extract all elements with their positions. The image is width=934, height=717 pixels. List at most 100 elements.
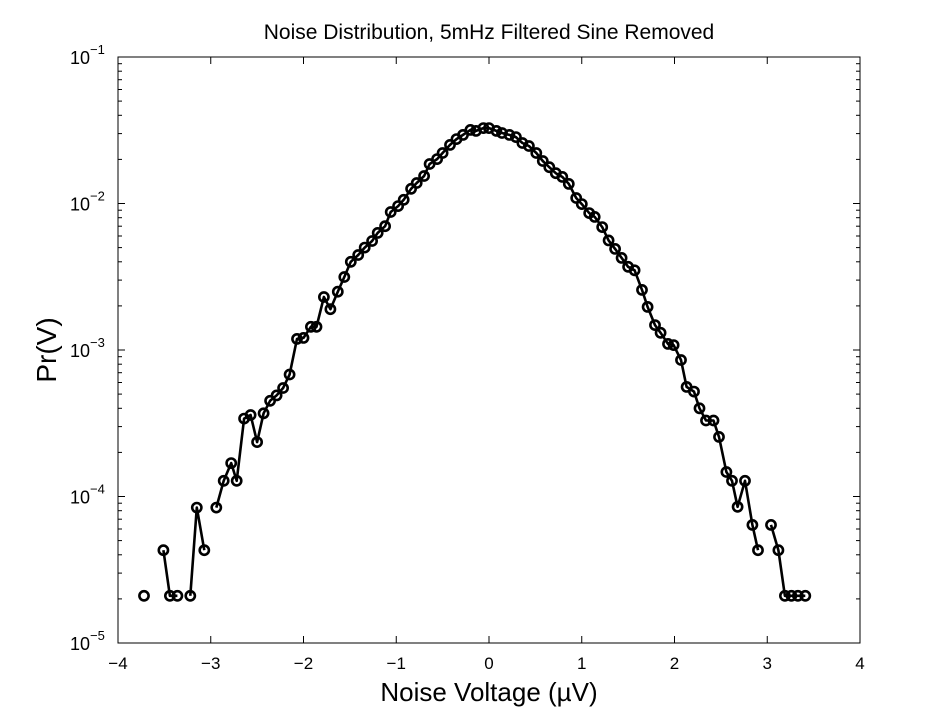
- data-point-marker: [338, 271, 351, 283]
- y-tick-labels: 10−110−210−310−410−5: [70, 42, 105, 654]
- data-point-marker: [609, 242, 621, 255]
- data-point-marker: [230, 474, 243, 487]
- data-point-marker: [662, 337, 674, 350]
- data-point-marker: [596, 221, 609, 233]
- data-point-marker: [772, 544, 785, 557]
- data-point-marker: [270, 389, 283, 402]
- data-point-marker: [397, 193, 410, 206]
- data-point-marker: [628, 264, 641, 277]
- data-point-marker: [257, 407, 270, 420]
- data-point-marker: [410, 177, 423, 189]
- data-point-marker: [225, 457, 238, 469]
- data-point-marker: [575, 198, 588, 210]
- data-point-marker: [291, 332, 303, 345]
- y-tick-label-exponent: −4: [90, 482, 105, 497]
- data-point-marker: [688, 385, 700, 398]
- data-point-marker: [184, 589, 197, 602]
- y-tick-label-base: 10: [70, 634, 90, 654]
- data-point-marker: [490, 124, 503, 137]
- x-tick-label: 1: [577, 654, 586, 673]
- data-point-marker: [190, 501, 203, 514]
- data-point-marker: [739, 474, 751, 487]
- data-point-marker: [636, 283, 648, 296]
- data-point-marker: [602, 234, 615, 247]
- data-point-marker: [331, 285, 344, 298]
- data-point-marker: [358, 241, 371, 254]
- data-point-marker: [700, 414, 712, 427]
- data-point-marker: [523, 140, 535, 152]
- y-axis-label: Pr(V): [31, 317, 62, 382]
- data-point-marker: [304, 320, 317, 333]
- data-point-marker: [379, 220, 391, 233]
- data-point-marker: [157, 544, 170, 557]
- data-point-marker: [731, 500, 744, 513]
- data-point-marker: [251, 436, 263, 448]
- y-tick-label-exponent: −1: [90, 42, 105, 57]
- data-point-marker: [277, 382, 289, 394]
- plot-area: [117, 56, 861, 644]
- data-point-marker: [675, 354, 687, 366]
- data-point-marker: [352, 249, 365, 261]
- data-point-marker: [536, 155, 549, 167]
- data-point-marker: [283, 368, 296, 381]
- data-point-marker: [210, 501, 223, 514]
- data-point-marker: [436, 147, 449, 159]
- data-point-marker: [297, 331, 310, 344]
- data-point-marker: [510, 131, 522, 143]
- data-point-marker: [444, 138, 456, 151]
- data-point-marker: [752, 544, 764, 557]
- data-point-marker: [667, 339, 680, 351]
- data-point-marker: [503, 128, 516, 141]
- x-tick-label: 0: [484, 654, 493, 673]
- data-point-marker: [384, 206, 397, 218]
- x-tick-label: −1: [387, 654, 406, 673]
- y-tick-label-base: 10: [70, 488, 90, 508]
- data-point-marker: [799, 589, 812, 602]
- y-tick-label-exponent: −5: [90, 628, 105, 643]
- x-tick-label: −2: [294, 654, 313, 673]
- x-tick-label: 4: [855, 654, 864, 673]
- data-markers: [138, 122, 812, 602]
- data-point-marker: [310, 320, 323, 333]
- data-point-marker: [171, 589, 184, 602]
- data-point-marker: [713, 430, 725, 443]
- data-point-marker: [779, 589, 791, 602]
- x-tick-label: 2: [670, 654, 679, 673]
- data-point-marker: [366, 235, 378, 247]
- data-point-marker: [641, 300, 654, 313]
- data-point-marker: [217, 474, 230, 487]
- data-point-marker: [556, 170, 569, 183]
- data-point-marker: [562, 177, 575, 190]
- data-point-marker: [615, 251, 628, 264]
- axis-ticks: [117, 56, 861, 644]
- data-point-marker: [496, 127, 508, 139]
- y-tick-label-base: 10: [70, 48, 90, 68]
- x-tick-label: −3: [201, 654, 220, 673]
- data-point-marker: [324, 303, 337, 316]
- data-point-marker: [344, 255, 357, 268]
- data-point-marker: [654, 326, 667, 339]
- y-tick-label-base: 10: [70, 341, 90, 361]
- data-point-marker: [693, 402, 706, 415]
- data-point-marker: [477, 122, 490, 135]
- data-point-marker: [418, 170, 430, 182]
- data-point-marker: [317, 291, 330, 303]
- data-point-marker: [588, 210, 601, 223]
- data-point-marker: [244, 409, 257, 421]
- data-point-marker: [138, 589, 150, 602]
- data-point-marker: [785, 589, 798, 602]
- data-point-marker: [371, 226, 384, 239]
- chart-title: Noise Distribution, 5mHz Filtered Sine R…: [264, 21, 715, 44]
- data-point-marker: [726, 474, 738, 487]
- data-point-marker: [707, 414, 720, 427]
- y-tick-label-base: 10: [70, 195, 90, 215]
- data-point-marker: [649, 319, 661, 331]
- data-point-marker: [765, 519, 777, 531]
- x-tick-label: −4: [108, 654, 127, 673]
- data-point-marker: [464, 123, 477, 136]
- data-point-marker: [720, 466, 733, 478]
- x-axis-label: Noise Voltage (µV): [380, 677, 597, 707]
- data-point-marker: [163, 589, 176, 602]
- series-line-segment: [189, 506, 206, 596]
- data-point-marker: [198, 544, 211, 557]
